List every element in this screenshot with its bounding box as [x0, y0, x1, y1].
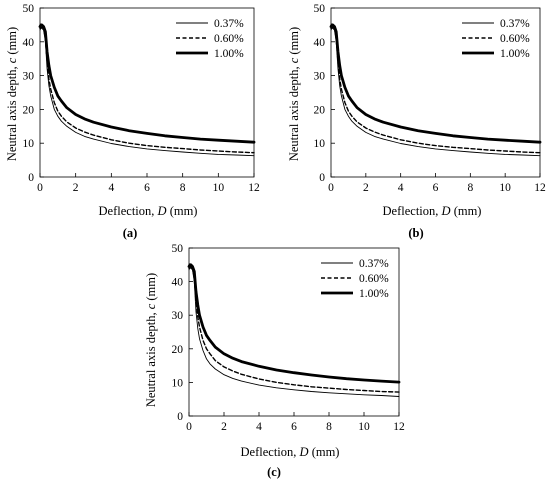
x-tick-label: 10 [358, 421, 370, 433]
legend-label: 1.00% [500, 48, 530, 60]
x-tick-label: 6 [433, 182, 439, 194]
legend-label: 1.00% [214, 48, 244, 60]
y-tick-label: 50 [23, 3, 35, 15]
x-tick-label: 0 [37, 182, 43, 194]
x-tick-label: 4 [256, 421, 262, 433]
x-tick-label: 2 [221, 421, 227, 433]
x-tick-label: 12 [534, 182, 546, 194]
x-tick-label: 10 [499, 182, 511, 194]
x-tick-label: 4 [398, 182, 404, 194]
y-tick-label: 0 [319, 172, 325, 184]
y-tick-label: 30 [172, 310, 184, 322]
y-axis-label: Neutral axis depth, c (mm) [144, 273, 158, 407]
y-tick-label: 20 [172, 344, 184, 356]
y-tick-label: 0 [177, 411, 183, 423]
x-tick-label: 6 [291, 421, 297, 433]
x-tick-label: 0 [186, 421, 192, 433]
x-tick-label: 2 [73, 182, 79, 194]
x-tick-label: 8 [326, 421, 332, 433]
y-tick-label: 40 [172, 277, 184, 289]
panel-label: (c) [267, 465, 281, 479]
series-line-1.00% [329, 23, 542, 144]
y-tick-label: 30 [23, 71, 35, 83]
x-axis-label: Deflection, D (mm) [99, 204, 198, 218]
y-tick-label: 40 [23, 37, 35, 49]
y-axis-label: Neutral axis depth, c (mm) [5, 27, 19, 161]
x-tick-label: 8 [180, 182, 186, 194]
series-line-1.00% [38, 23, 256, 144]
y-tick-label: 50 [172, 243, 184, 255]
x-tick-label: 2 [363, 182, 369, 194]
legend-label: 0.60% [214, 33, 244, 45]
chart-panel-c: Neutral axis depth, c (mm) Deflection, D… [144, 243, 405, 479]
y-axis-label: Neutral axis depth, c (mm) [287, 27, 301, 161]
chart-panel-b: Neutral axis depth, c (mm) Deflection, D… [287, 3, 546, 240]
series-line-1.00% [187, 263, 401, 384]
legend-label: 1.00% [359, 288, 389, 300]
y-tick-label: 0 [28, 172, 34, 184]
x-tick-label: 12 [393, 421, 405, 433]
legend-label: 0.37% [359, 258, 389, 270]
y-tick-label: 10 [172, 377, 184, 389]
y-tick-label: 20 [23, 104, 35, 116]
y-tick-label: 10 [23, 138, 35, 150]
panel-label: (a) [123, 226, 138, 240]
y-tick-label: 20 [314, 104, 326, 116]
chart-panel-a: Neutral axis depth, c (mm) Deflection, D… [5, 3, 260, 240]
legend-label: 0.60% [359, 273, 389, 285]
legend-label: 0.37% [214, 18, 244, 30]
y-tick-label: 10 [314, 138, 326, 150]
x-axis-label: Deflection, D (mm) [383, 204, 482, 218]
legend-label: 0.60% [500, 33, 530, 45]
y-tick-label: 40 [314, 37, 326, 49]
panel-label: (b) [408, 226, 423, 240]
x-tick-label: 4 [108, 182, 114, 194]
legend-label: 0.37% [500, 18, 530, 30]
x-tick-label: 8 [467, 182, 473, 194]
y-tick-label: 30 [314, 71, 326, 83]
x-tick-label: 10 [213, 182, 225, 194]
x-tick-label: 12 [248, 182, 260, 194]
y-tick-label: 50 [314, 3, 326, 15]
x-axis-label: Deflection, D (mm) [241, 445, 340, 459]
x-tick-label: 6 [144, 182, 150, 194]
x-tick-label: 0 [328, 182, 334, 194]
